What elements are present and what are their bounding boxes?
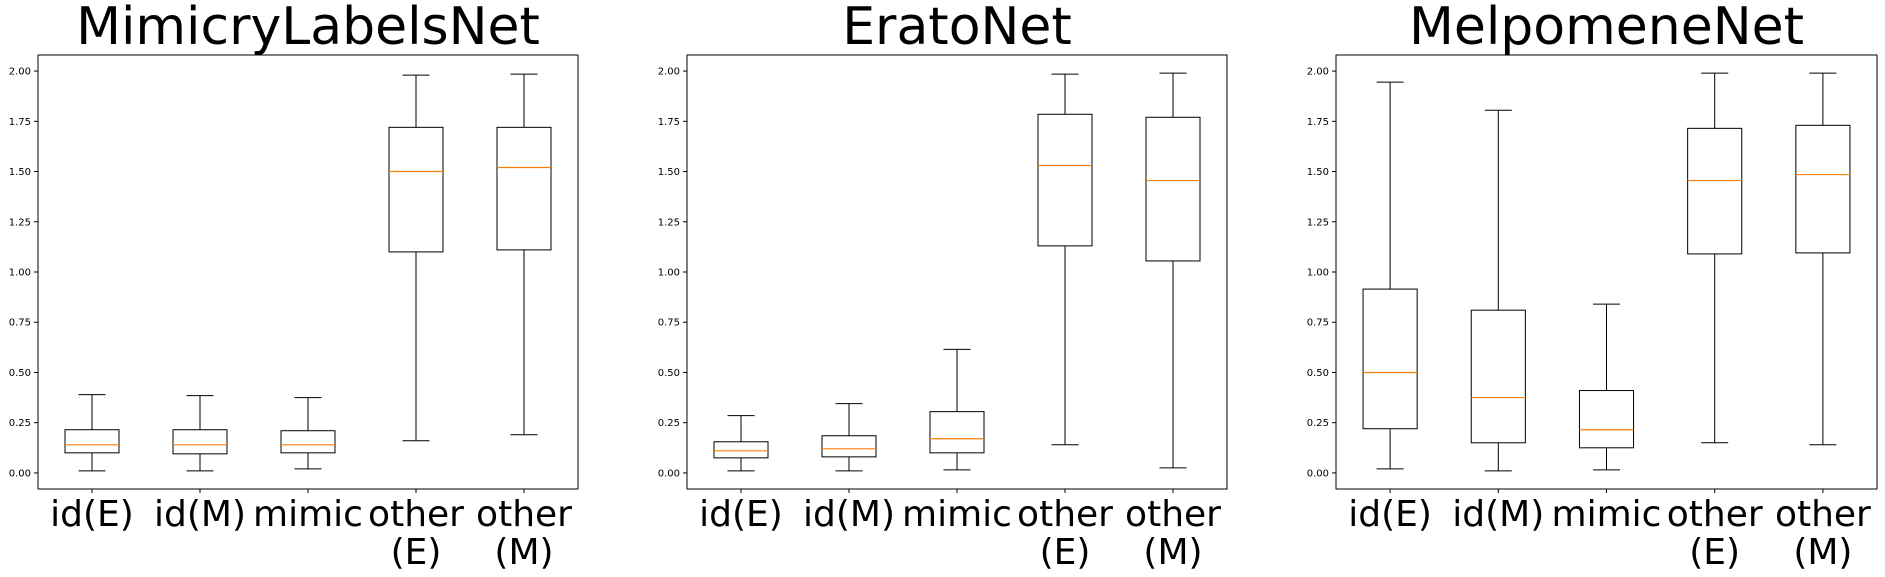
y-tick-label: 2.00 (1307, 67, 1329, 78)
y-tick-label: 1.50 (658, 167, 680, 178)
y-tick-label: 0.75 (9, 318, 31, 329)
box-3 (929, 348, 985, 471)
y-tick-label: 1.75 (658, 117, 680, 128)
iqr-box (1470, 309, 1526, 444)
x-tick-label: mimic (902, 494, 1012, 535)
iqr-box (1795, 124, 1851, 254)
iqr-box (388, 126, 444, 253)
box-4 (1687, 72, 1743, 444)
x-tick-label: other (M) (1125, 494, 1221, 573)
y-tick-label: 0.00 (658, 468, 680, 479)
x-tick-label: other (M) (476, 494, 572, 573)
y-tick-label: 0.75 (658, 318, 680, 329)
y-tick-label: 0.50 (1307, 368, 1329, 379)
chart-title: MelpomeneNet (1409, 0, 1804, 57)
x-tick-label: other (E) (1017, 494, 1113, 573)
y-tick-label: 1.50 (9, 167, 31, 178)
box-1 (713, 415, 769, 472)
y-tick-label: 1.25 (658, 217, 680, 228)
y-tick-label: 1.75 (9, 117, 31, 128)
box-1 (64, 394, 120, 472)
x-tick-label: other (M) (1775, 494, 1871, 573)
iqr-box (1362, 288, 1418, 430)
y-tick-label: 1.50 (1307, 167, 1329, 178)
chart-title: EratoNet (842, 0, 1072, 57)
x-tick-label: id(E) (699, 494, 783, 535)
y-tick-label: 0.00 (9, 468, 31, 479)
x-tick-label: id(M) (1452, 494, 1544, 535)
iqr-box (64, 429, 120, 454)
iqr-box (1145, 116, 1201, 262)
y-tick-label: 2.00 (658, 67, 680, 78)
iqr-box (172, 429, 228, 455)
y-tick-label: 1.75 (1307, 117, 1329, 128)
box-2 (1470, 109, 1526, 472)
x-tick-label: mimic (253, 494, 363, 535)
y-tick-label: 1.00 (658, 268, 680, 279)
x-tick-label: id(M) (154, 494, 246, 535)
y-tick-label: 0.25 (9, 418, 31, 429)
iqr-box (1037, 113, 1093, 247)
iqr-box (1578, 390, 1635, 449)
iqr-box (821, 435, 877, 458)
y-tick-label: 1.00 (1307, 268, 1329, 279)
box-5 (1795, 72, 1851, 446)
iqr-box (496, 126, 552, 251)
box-1 (1362, 81, 1418, 470)
y-tick-label: 0.25 (658, 418, 680, 429)
iqr-box (1687, 127, 1743, 255)
y-tick-label: 1.00 (9, 268, 31, 279)
chart-panel-1: MimicryLabelsNet 0.00 0.25 0.50 0.75 1.00 1.25… (9, 0, 579, 573)
y-tick-label: 1.25 (9, 217, 31, 228)
box-3 (280, 397, 336, 470)
box-5 (496, 73, 552, 436)
box-3 (1578, 303, 1635, 471)
box-2 (821, 403, 877, 472)
y-tick-label: 0.75 (1307, 318, 1329, 329)
y-tick-label: 0.50 (9, 368, 31, 379)
box-5 (1145, 72, 1201, 469)
box-2 (172, 395, 228, 472)
y-tick-label: 2.00 (9, 67, 31, 78)
y-tick-label: 0.50 (658, 368, 680, 379)
chart-title: MimicryLabelsNet (76, 0, 540, 57)
box-4 (388, 74, 444, 442)
x-tick-label: mimic (1552, 494, 1662, 535)
x-tick-label: id(E) (50, 494, 134, 535)
x-tick-label: id(E) (1348, 494, 1432, 535)
iqr-box (929, 411, 985, 454)
box-4 (1037, 73, 1093, 446)
chart-panel-3: MelpomeneNet 0.00 0.25 0.50 0.75 1.00 1.25 1.50… (1307, 0, 1878, 573)
chart-panel-2: EratoNet 0.00 0.25 0.50 0.75 1.00 1.25 1.50 1.75… (658, 0, 1228, 573)
y-tick-label: 0.25 (1307, 418, 1329, 429)
iqr-box (713, 441, 769, 459)
x-tick-label: id(M) (803, 494, 895, 535)
x-tick-label: other (E) (1667, 494, 1763, 573)
y-tick-label: 0.00 (1307, 468, 1329, 479)
iqr-box (280, 430, 336, 454)
y-tick-label: 1.25 (1307, 217, 1329, 228)
x-tick-label: other (E) (368, 494, 464, 573)
